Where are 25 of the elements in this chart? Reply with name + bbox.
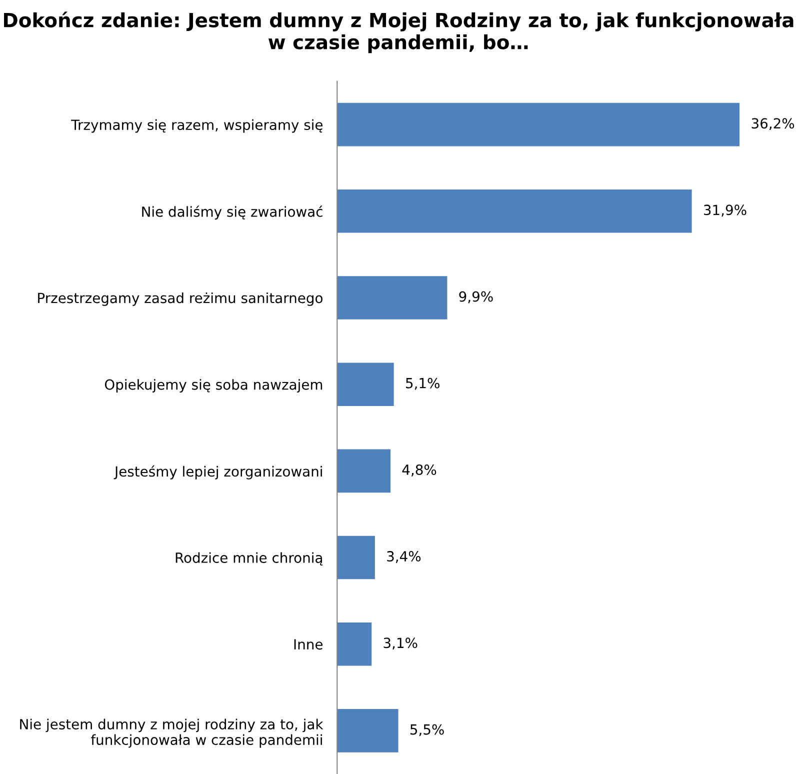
y-tick-label: Nie jestem dumny z mojej rodziny za to, jak funkcjonowała w czasie pandemii: [20, 718, 324, 748]
y-tick-label: Trzymamy się razem, wspieramy się: [71, 119, 323, 133]
data-label: 31,9%: [704, 204, 746, 217]
y-tick-label: Rodzice mnie chronią: [176, 552, 323, 566]
bar: [337, 362, 394, 406]
data-label: 4,8%: [402, 464, 436, 476]
bar: [337, 622, 372, 666]
bar: [337, 536, 375, 580]
data-label: 5,1%: [406, 378, 440, 390]
data-label: 36,2%: [752, 118, 794, 130]
data-label: 5,5%: [410, 724, 444, 736]
y-tick-label: Inne: [294, 639, 322, 650]
bar: [337, 102, 740, 146]
bar: [337, 449, 390, 493]
data-label: 9,9%: [459, 291, 493, 304]
y-tick-label: Nie daliśmy się zwariować: [142, 206, 322, 220]
bar: [337, 190, 692, 233]
chart-title: Dokończ zdanie: Jestem dumny z Mojej Rodziny za to, jak funkcjonowała w czasie pandemii, bo…: [4, 12, 794, 54]
y-tick-label: Jesteśmy lepiej zorganizowani: [114, 465, 322, 480]
y-tick-label: Przestrzegamy zasad reżimu sanitarnego: [38, 292, 322, 306]
data-label: 3,1%: [384, 638, 418, 650]
data-label: 3,4%: [387, 551, 421, 563]
bar: [337, 276, 448, 320]
bar: [337, 709, 398, 752]
y-tick-label: Opiekujemy się soba nawzajem: [104, 379, 322, 393]
